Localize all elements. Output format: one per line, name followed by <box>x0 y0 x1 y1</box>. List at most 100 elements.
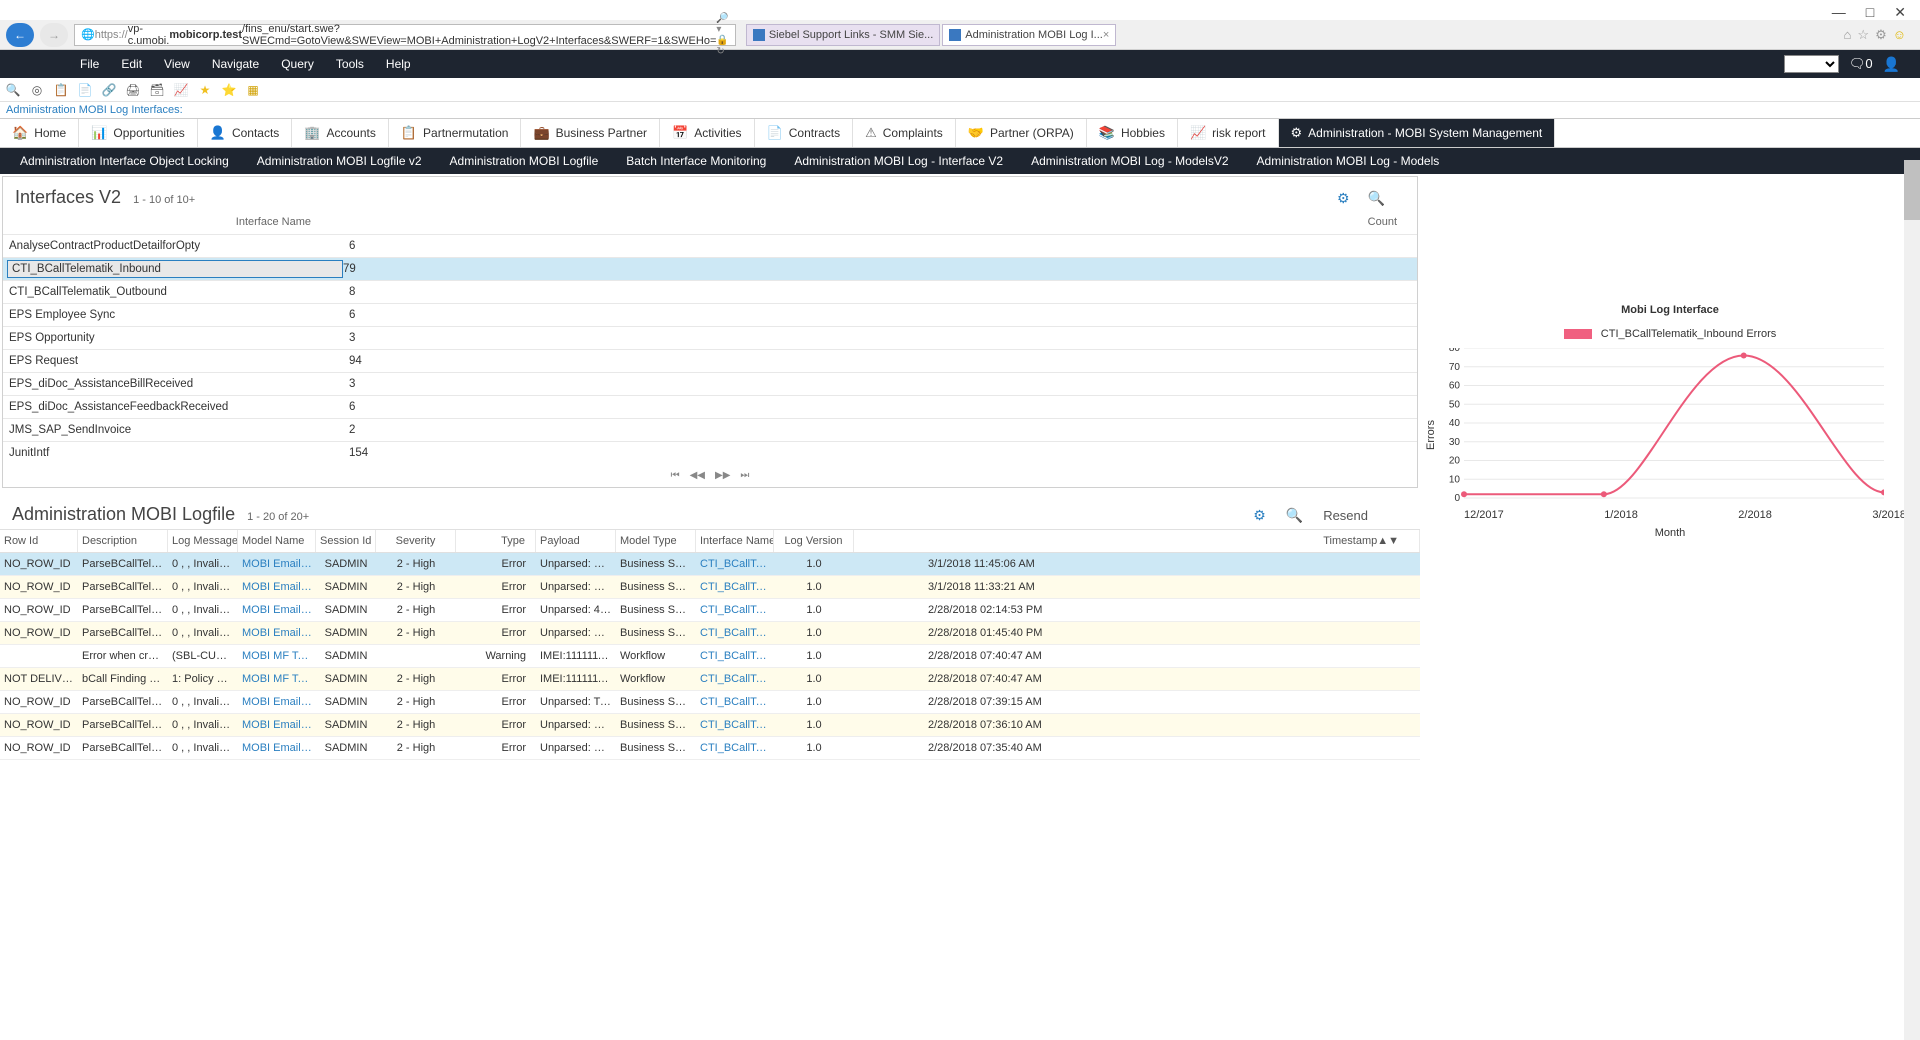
main-tab[interactable]: 👤Contacts <box>198 119 293 147</box>
interface-row[interactable]: AnalyseContractProductDetailforOpty6 <box>3 234 1417 257</box>
log-row[interactable]: Error when creati (SBL-CUSTOM-1 MOBI MF … <box>0 645 1420 668</box>
search-icon[interactable]: 🔍 <box>4 81 22 99</box>
col-interface-name[interactable]: Interface Name <box>11 216 346 228</box>
log-row[interactable]: NO_ROW_ID ParseBCallTelem 0 , , Invalid … <box>0 576 1420 599</box>
url-field[interactable]: 🌐 https:// vp-c.umobi. mobicorp.test /fi… <box>74 24 736 46</box>
log-column-header[interactable]: Description <box>78 530 168 552</box>
menu-item[interactable]: Edit <box>121 57 142 71</box>
menu-item[interactable]: Tools <box>336 57 364 71</box>
main-tab[interactable]: ⚠Complaints <box>853 119 956 147</box>
log-column-header[interactable]: Payload <box>536 530 616 552</box>
interface-row[interactable]: EPS Employee Sync6 <box>3 303 1417 326</box>
interface-row[interactable]: CTI_BCallTelematik_Inbound79 <box>3 257 1417 280</box>
notifications-icon[interactable]: 🗨0 <box>1849 56 1873 72</box>
settings-icon[interactable]: ⚙ <box>1875 27 1887 43</box>
menu-item[interactable]: View <box>164 57 190 71</box>
column-icon[interactable]: ▦ <box>244 81 262 99</box>
interface-row[interactable]: EPS_diDoc_AssistanceFeedbackReceived6 <box>3 395 1417 418</box>
log-row[interactable]: NO_ROW_ID ParseBCallTelem 0 , , Invalid … <box>0 714 1420 737</box>
main-tab[interactable]: 🏢Accounts <box>292 119 389 147</box>
sub-tab[interactable]: Administration MOBI Log - ModelsV2 <box>1017 148 1242 174</box>
cell-interface[interactable]: CTI_BCallTele... <box>696 668 774 690</box>
menu-item[interactable]: File <box>80 57 99 71</box>
main-tab[interactable]: 📚Hobbies <box>1087 119 1178 147</box>
interface-row[interactable]: EPS_diDoc_AssistanceBillReceived3 <box>3 372 1417 395</box>
home-icon[interactable]: ⌂ <box>1844 27 1852 43</box>
cell-model[interactable]: MOBI Email No... <box>238 737 316 759</box>
print-icon[interactable]: 🖨 <box>124 81 142 99</box>
back-button[interactable]: ← <box>6 23 34 47</box>
cell-model[interactable]: MOBI Email No... <box>238 714 316 736</box>
browser-tab[interactable]: Siebel Support Links - SMM Sie... <box>746 24 940 46</box>
minimize-button[interactable]: — <box>1832 4 1846 21</box>
log-column-header[interactable]: Row Id <box>0 530 78 552</box>
log-row[interactable]: NO_ROW_ID ParseBCallTelem 0 , , Invalid … <box>0 691 1420 714</box>
interface-row[interactable]: EPS Request94 <box>3 349 1417 372</box>
log-column-header[interactable]: Interface Name <box>696 530 774 552</box>
main-tab[interactable]: ⚙Administration - MOBI System Management <box>1279 119 1556 147</box>
cell-interface[interactable]: CTI_BCallTele... <box>696 599 774 621</box>
menu-item[interactable]: Query <box>281 57 314 71</box>
menu-item[interactable]: Navigate <box>212 57 259 71</box>
main-tab[interactable]: 🏠Home <box>0 119 79 147</box>
main-tab[interactable]: 💼Business Partner <box>521 119 660 147</box>
cell-interface[interactable]: CTI_BCallTele... <box>696 645 774 667</box>
cell-model[interactable]: MOBI Email No... <box>238 576 316 598</box>
vertical-scrollbar[interactable] <box>1904 160 1920 1040</box>
maximize-button[interactable]: □ <box>1866 4 1874 21</box>
log-column-header[interactable]: Type <box>456 530 536 552</box>
cell-interface[interactable]: CTI_BCallTele... <box>696 553 774 575</box>
cell-model[interactable]: MOBI MF Tele... <box>238 668 316 690</box>
search-panel-icon[interactable]: 🔍 <box>1368 190 1385 207</box>
log-column-header[interactable]: Session Id <box>316 530 376 552</box>
gear-icon[interactable]: ⚙ <box>1337 190 1350 207</box>
log-search-icon[interactable]: 🔍 <box>1286 507 1303 524</box>
log-column-header[interactable]: Timestamp▲▼ <box>854 530 1420 552</box>
log-column-header[interactable]: Severity <box>376 530 456 552</box>
star-icon[interactable]: ★ <box>196 81 214 99</box>
cell-interface[interactable]: CTI_BCallTele... <box>696 691 774 713</box>
log-row[interactable]: NO_ROW_ID ParseBCallTelem 0 , , Invalid … <box>0 553 1420 576</box>
cell-interface[interactable]: CTI_BCallTele... <box>696 714 774 736</box>
log-row[interactable]: NO_ROW_ID ParseBCallTelem 0 , , Invalid … <box>0 737 1420 760</box>
log-column-header[interactable]: Model Name <box>238 530 316 552</box>
main-tab[interactable]: 📊Opportunities <box>79 119 198 147</box>
cell-model[interactable]: MOBI Email No... <box>238 622 316 644</box>
clipboard-icon[interactable]: 📋 <box>52 81 70 99</box>
menu-dropdown[interactable] <box>1784 55 1839 73</box>
log-column-header[interactable]: Log Message <box>168 530 238 552</box>
sub-tab[interactable]: Administration MOBI Logfile v2 <box>243 148 436 174</box>
main-tab[interactable]: 📈risk report <box>1178 119 1279 147</box>
interface-row[interactable]: JunitIntf154 <box>3 441 1417 464</box>
favorites-icon[interactable]: ☆ <box>1857 27 1869 43</box>
link-icon[interactable]: 🔗 <box>100 81 118 99</box>
user-icon[interactable]: 👤 <box>1883 56 1900 73</box>
cell-model[interactable]: MOBI Email No... <box>238 691 316 713</box>
browser-tab[interactable]: Administration MOBI Log I...× <box>942 24 1116 46</box>
cell-interface[interactable]: CTI_BCallTele... <box>696 622 774 644</box>
sub-tab[interactable]: Administration MOBI Log - Models <box>1243 148 1454 174</box>
log-gear-icon[interactable]: ⚙ <box>1253 507 1266 524</box>
cell-model[interactable]: MOBI MF Tele... <box>238 645 316 667</box>
paste-icon[interactable]: 📄 <box>76 81 94 99</box>
sub-tab[interactable]: Batch Interface Monitoring <box>612 148 780 174</box>
main-tab[interactable]: 📅Activities <box>660 119 755 147</box>
interface-row[interactable]: CTI_BCallTelematik_Outbound8 <box>3 280 1417 303</box>
log-row[interactable]: NO_ROW_ID ParseBCallTelem 0 , , Invalid … <box>0 599 1420 622</box>
cell-interface[interactable]: CTI_BCallTele... <box>696 576 774 598</box>
emoji-icon[interactable]: ☺ <box>1893 27 1906 43</box>
page-last[interactable]: ⏭ <box>740 470 749 481</box>
page-next[interactable]: ▶▶ <box>715 470 730 481</box>
menu-item[interactable]: Help <box>386 57 411 71</box>
log-row[interactable]: NOT DELIVERED bCall Finding Cor 1: Polic… <box>0 668 1420 691</box>
resend-button[interactable]: Resend <box>1323 508 1368 523</box>
tab-close-icon[interactable]: × <box>1103 29 1109 41</box>
db-icon[interactable]: 🗃 <box>148 81 166 99</box>
interface-row[interactable]: JMS_SAP_SendInvoice2 <box>3 418 1417 441</box>
log-column-header[interactable]: Model Type <box>616 530 696 552</box>
star2-icon[interactable]: ⭐ <box>220 81 238 99</box>
cell-interface[interactable]: CTI_BCallTele... <box>696 737 774 759</box>
chart-icon[interactable]: 📈 <box>172 81 190 99</box>
sub-tab[interactable]: Administration MOBI Log - Interface V2 <box>780 148 1017 174</box>
close-button[interactable]: ✕ <box>1894 4 1906 21</box>
